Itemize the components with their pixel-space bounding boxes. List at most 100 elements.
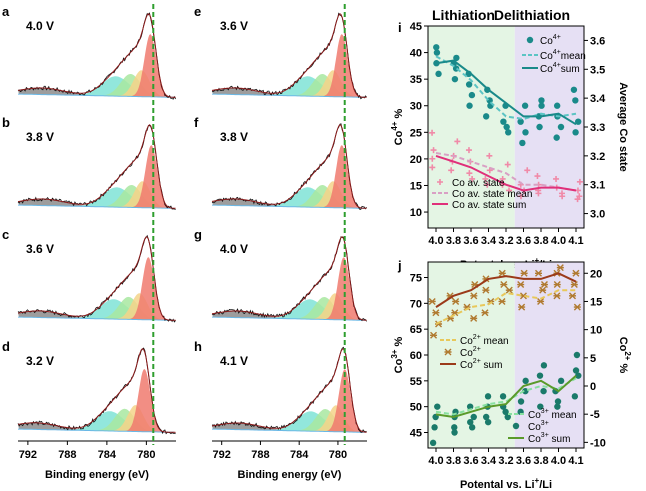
legend-text: Co: [540, 51, 553, 62]
co3-point: [572, 367, 580, 374]
y-title-main: Co: [393, 130, 405, 145]
co4-point: [519, 139, 526, 147]
co2-point: [520, 269, 528, 277]
co2-point: [569, 292, 577, 300]
y-title-main: Co: [617, 337, 629, 352]
co3-point: [575, 372, 582, 379]
spectrum-panel-f: f 3.8 V: [194, 115, 367, 210]
co3-point: [429, 439, 437, 447]
legend-co3-label: Co3+: [528, 420, 549, 433]
legend-sup: 4+: [553, 62, 561, 69]
co2-mean-line: [435, 289, 576, 325]
co2-point: [540, 281, 548, 289]
co-avstate-point: [576, 178, 583, 185]
panel-letter: e: [194, 4, 201, 19]
legend-text: mean: [481, 336, 509, 347]
y-title-sup: 3+: [390, 349, 399, 358]
x-tick-label: 3.4: [481, 455, 497, 467]
co2-sum-line: [435, 272, 577, 308]
x-tick-label: 784: [98, 449, 117, 461]
y-tick-label-right: 3.6: [590, 35, 605, 47]
co2-point: [535, 269, 543, 277]
co-avstate-point: [504, 161, 511, 168]
voltage-label: 4.0 V: [26, 19, 54, 33]
co3-point: [537, 403, 544, 410]
delithiation-band: [514, 26, 584, 228]
component-yellow: [18, 181, 176, 209]
y-title-main: Co: [393, 358, 405, 373]
fit-envelope-line: [211, 348, 367, 433]
co4-point: [482, 113, 490, 120]
x-tick-label: 788: [58, 449, 76, 461]
co4-point: [503, 123, 510, 131]
co3-point: [540, 362, 548, 369]
co4-point: [572, 97, 579, 104]
baseline-line: [212, 93, 366, 98]
legend-avstate-mean-label: Co av. state mean: [452, 189, 532, 200]
co4-point: [505, 129, 512, 136]
spectrum-panel-d: d 3.2 V: [2, 339, 176, 435]
component-red: [212, 369, 367, 433]
spectrum-panel-h: h 4.1 V: [194, 339, 367, 433]
co4-point: [466, 102, 473, 109]
co4-sum-line: [435, 59, 577, 126]
co2-point: [537, 297, 545, 305]
x-tick-label: 3.6: [463, 455, 478, 467]
x-tick-label: 792: [19, 449, 37, 461]
spectrum-panel-c: c 3.6 V: [2, 227, 176, 323]
legend-sup: 4+: [553, 34, 561, 41]
legend-text: mean: [561, 51, 586, 62]
co-avstate-point: [465, 147, 472, 154]
y-tick-label-left: 20: [410, 154, 422, 166]
x-axis-title-main: Potental vs. Li: [460, 479, 535, 491]
legend-text: Co: [460, 348, 473, 359]
co2-point: [482, 286, 490, 294]
legend-text: sum: [561, 64, 580, 75]
component-red: [18, 369, 176, 433]
co3-point: [468, 424, 476, 431]
co2-point: [553, 281, 561, 289]
co3-point: [502, 408, 509, 416]
baseline-line: [18, 93, 174, 98]
co3-point: [451, 424, 458, 431]
voltage-label: 4.1 V: [220, 354, 248, 368]
lithiation-title: Lithiation: [432, 7, 495, 23]
lithiation-band: [428, 26, 515, 228]
x-tick-label: 3.6: [516, 235, 531, 247]
co3-point: [571, 393, 579, 400]
co-avstate-point: [559, 193, 566, 200]
y-tick-label-right: 3.5: [590, 64, 605, 76]
x-tick-label: 780: [329, 449, 347, 461]
co3-point: [536, 372, 544, 379]
x-tick-label: 4.0: [551, 455, 566, 467]
voltage-label: 3.6 V: [220, 19, 248, 33]
co3-point: [554, 403, 561, 410]
delithiation-title: Delithiation: [494, 7, 570, 23]
co-avstate-point: [486, 152, 493, 159]
y-tick-label-left: 10: [410, 207, 422, 219]
co-avstate-point: [429, 129, 436, 136]
co-avstate-point: [466, 170, 473, 177]
co4-point: [553, 134, 560, 141]
y-tick-label-right: 3.2: [590, 151, 605, 163]
y-tick-label-left: 25: [410, 127, 422, 139]
co3-point: [434, 403, 441, 410]
satellite-peak: [18, 199, 176, 209]
x-axis-title-tail: /Li: [539, 479, 552, 491]
co-avstate-point: [506, 187, 513, 194]
co2-point: [570, 281, 578, 289]
voltage-label: 4.0 V: [220, 242, 248, 256]
y-title-sup: 2+: [623, 351, 632, 360]
x-tick-label: 3.4: [481, 235, 497, 247]
y-tick-label-right: 3.0: [590, 209, 605, 221]
co2-point: [428, 297, 436, 305]
co3-point: [499, 393, 507, 400]
panel-letter: b: [2, 115, 10, 130]
legend-text: sum: [481, 360, 503, 371]
co2-point: [539, 286, 547, 294]
x-tick-label: 3.8: [446, 235, 461, 247]
co3-point: [504, 413, 511, 421]
y-axis-title-left: Co3+ %: [390, 336, 405, 373]
spectrum-panel-g: g 4.0 V: [194, 227, 367, 322]
